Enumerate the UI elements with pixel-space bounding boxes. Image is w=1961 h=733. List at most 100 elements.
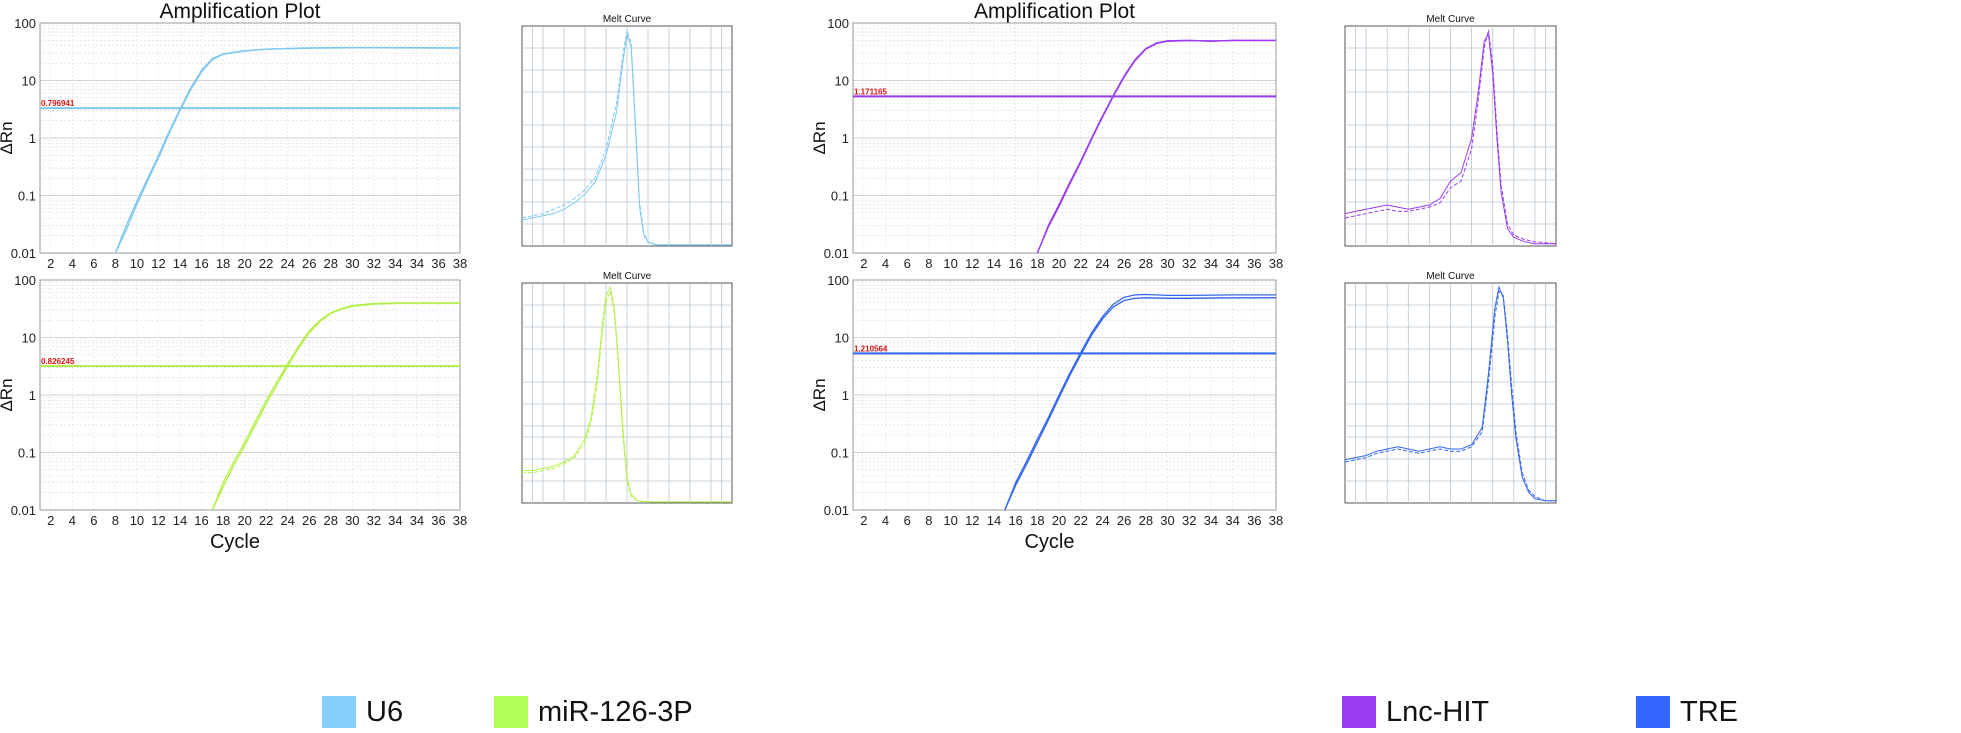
- melt-curve-lnc-hit: Melt Curve: [1344, 14, 1557, 247]
- x-tick-label: 32: [1182, 513, 1196, 528]
- x-tick-label: 24: [1095, 256, 1109, 271]
- y-tick-label: 0.01: [11, 503, 36, 518]
- x-tick-label: 2: [860, 513, 867, 528]
- legend-label-tre: TRE: [1680, 695, 1738, 728]
- x-tick-label: 34: [1204, 256, 1218, 271]
- plot-frame: [39, 279, 461, 511]
- x-tick-label: 10: [943, 513, 957, 528]
- x-tick-label: 14: [173, 513, 187, 528]
- x-tick-label: 28: [324, 513, 338, 528]
- x-tick-label: 18: [1030, 256, 1044, 271]
- x-tick-label: 26: [302, 256, 316, 271]
- x-tick-label: 36: [1247, 513, 1261, 528]
- x-tick-label: 30: [345, 513, 359, 528]
- y-tick-label: 100: [827, 273, 849, 288]
- x-tick-label: 12: [965, 513, 979, 528]
- legend-swatch-lnc-hit: [1342, 696, 1376, 728]
- amplification-curve: [1036, 39, 1276, 254]
- melt-title: Melt Curve: [1426, 14, 1475, 25]
- y-tick-label: 0.1: [18, 446, 36, 461]
- x-tick-label: 34: [1225, 513, 1239, 528]
- x-tick-label: 22: [259, 513, 273, 528]
- melt-curve-u6: Melt Curve: [521, 14, 733, 247]
- x-tick-label: 24: [280, 513, 294, 528]
- x-tick-label: 26: [1117, 256, 1131, 271]
- x-tick-label: 10: [943, 256, 957, 271]
- x-tick-label: 16: [1008, 513, 1022, 528]
- amplification-curve: [114, 46, 461, 254]
- x-tick-label: 38: [1269, 513, 1283, 528]
- x-tick-label: 6: [90, 256, 97, 271]
- x-tick-label: 10: [130, 256, 144, 271]
- y-tick-label: 1: [842, 131, 849, 146]
- legend-label-u6: U6: [366, 695, 404, 728]
- grid: [853, 23, 1277, 254]
- x-tick-label: 36: [1247, 256, 1261, 271]
- x-tick-label: 2: [860, 256, 867, 271]
- melt-line: [1344, 285, 1556, 502]
- legend-item-lnc-hit: Lnc-HIT: [1342, 692, 1489, 732]
- x-tick-label: 30: [1160, 513, 1174, 528]
- y-tick-label: 100: [14, 273, 36, 288]
- x-tick-label: 26: [1117, 513, 1131, 528]
- legend-item-u6: U6: [322, 692, 403, 732]
- threshold-label: 1.171165: [854, 87, 887, 96]
- x-tick-label: 10: [130, 513, 144, 528]
- y-tick-label: 100: [14, 16, 36, 31]
- melt-curve-tre: Melt Curve: [1344, 271, 1557, 504]
- x-tick-label: 34: [410, 513, 424, 528]
- grid: [853, 280, 1277, 511]
- x-tick-label: 30: [345, 256, 359, 271]
- x-tick-label: 4: [882, 256, 889, 271]
- x-tick-label: 2: [47, 256, 54, 271]
- x-tick-label: 18: [216, 256, 230, 271]
- x-tick-label: 32: [1182, 256, 1196, 271]
- y-tick-label: 0.1: [831, 189, 849, 204]
- melt-line: [1344, 29, 1557, 245]
- grid: [40, 280, 461, 511]
- x-tick-label: 12: [965, 256, 979, 271]
- plot-frame: [852, 22, 1277, 254]
- x-tick-label: 4: [882, 513, 889, 528]
- melt-line: [521, 29, 732, 246]
- x-tick-label: 34: [410, 256, 424, 271]
- x-tick-label: 14: [987, 513, 1001, 528]
- melt-line: [1344, 290, 1556, 502]
- amplification-curve: [114, 47, 461, 254]
- x-tick-label: 36: [431, 513, 445, 528]
- grid: [522, 283, 732, 503]
- x-tick-label: 24: [280, 256, 294, 271]
- x-tick-label: 38: [453, 256, 467, 271]
- x-tick-label: 34: [388, 256, 402, 271]
- x-tick-label: 28: [1139, 513, 1153, 528]
- threshold-label: 0.796941: [41, 99, 75, 108]
- grid: [522, 26, 732, 246]
- legend-swatch-tre: [1636, 696, 1670, 728]
- plot-frame: [852, 279, 1277, 511]
- x-tick-label: 4: [69, 256, 76, 271]
- y-tick-label: 100: [827, 16, 849, 31]
- y-axis-label: ΔRn: [0, 121, 16, 154]
- x-tick-label: 20: [1052, 256, 1066, 271]
- legend-label-mir-126-3p: miR-126-3P: [538, 695, 693, 728]
- x-axis-label: Cycle: [1024, 531, 1074, 553]
- y-tick-label: 0.01: [11, 246, 36, 261]
- x-tick-label: 12: [151, 256, 165, 271]
- threshold-label: 1.210564: [854, 344, 888, 353]
- x-tick-label: 34: [388, 513, 402, 528]
- chart-title: Amplification Plot: [974, 0, 1135, 23]
- y-tick-label: 1: [29, 131, 36, 146]
- melt-title: Melt Curve: [603, 271, 652, 282]
- y-tick-label: 10: [22, 74, 36, 89]
- x-tick-label: 16: [194, 256, 208, 271]
- legend-swatch-u6: [322, 696, 356, 728]
- x-tick-label: 6: [90, 513, 97, 528]
- x-tick-label: 20: [237, 513, 251, 528]
- x-tick-label: 6: [904, 513, 911, 528]
- legend-item-tre: TRE: [1636, 692, 1738, 732]
- x-tick-label: 24: [1095, 513, 1109, 528]
- legend-label-lnc-hit: Lnc-HIT: [1386, 695, 1490, 728]
- chart-title: Amplification Plot: [159, 0, 320, 23]
